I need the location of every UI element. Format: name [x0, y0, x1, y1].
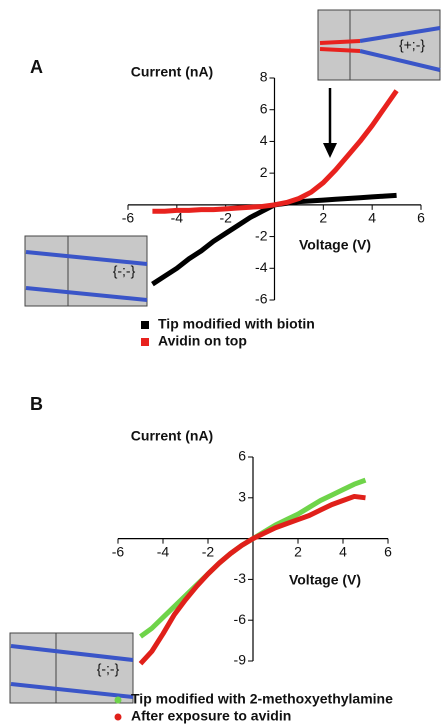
y-tick-label: 3 [238, 489, 246, 505]
legend-label: Tip modified with biotin [158, 316, 315, 332]
inset-box [317, 9, 441, 81]
x-tick-label: 2 [319, 210, 327, 226]
x-tick-label: -2 [202, 543, 215, 559]
x-tick-label: 4 [339, 543, 347, 559]
inset-label: {-;-} [113, 263, 136, 279]
x-axis-label: Voltage (V) [289, 572, 361, 588]
legend-marker [114, 696, 122, 704]
inset-wire [359, 49, 441, 72]
x-tick-label: -4 [157, 543, 170, 559]
legend-marker [141, 338, 149, 346]
x-tick-label: -4 [171, 210, 184, 226]
x-tick-label: -6 [112, 543, 125, 559]
legend-label: Tip modified with 2-methoxyethylamine [131, 691, 393, 707]
inset-wire [25, 286, 148, 302]
inset-plus-minus: {+;-} [317, 9, 441, 81]
arrow-head [323, 143, 337, 158]
y-axis-label: Current (nA) [131, 64, 213, 80]
inset-minus-minus: {-;-} [9, 632, 134, 704]
panel-label: B [30, 394, 43, 414]
y-tick-label: -2 [255, 227, 268, 243]
y-tick-label: -6 [234, 611, 247, 627]
inset-wire [319, 39, 361, 45]
data-line [152, 89, 399, 214]
legend-label: Avidin on top [158, 333, 247, 349]
legend-marker [141, 321, 149, 329]
x-axis-label: Voltage (V) [299, 237, 371, 253]
x-tick-label: 2 [294, 543, 302, 559]
inset-wire [359, 26, 441, 43]
inset-wire [319, 47, 361, 53]
y-tick-label: -3 [234, 570, 247, 586]
inset-label: {+;-} [399, 37, 425, 53]
inset-minus-minus: {-;-} [24, 235, 148, 307]
x-tick-label: -2 [219, 210, 232, 226]
arrow [323, 88, 337, 158]
x-tick-label: -6 [122, 210, 135, 226]
inset-wire [10, 682, 134, 699]
y-tick-label: 2 [260, 164, 268, 180]
panel-label: A [30, 57, 43, 77]
inset-wire [10, 644, 134, 662]
inset-wire [25, 250, 148, 266]
x-tick-label: 4 [368, 210, 376, 226]
x-tick-label: 6 [417, 210, 425, 226]
y-axis-label: Current (nA) [131, 428, 213, 444]
y-tick-label: 8 [260, 69, 268, 85]
y-tick-label: 6 [238, 448, 246, 464]
inset-label: {-;-} [97, 661, 120, 677]
x-tick-label: 6 [384, 543, 392, 559]
y-tick-label: 4 [260, 132, 268, 148]
y-tick-label: -6 [255, 291, 268, 307]
legend-label: After exposure to avidin [131, 708, 291, 724]
legend-marker [114, 713, 122, 721]
y-tick-label: -4 [255, 259, 268, 275]
data-line [138, 493, 366, 666]
y-tick-label: 6 [260, 100, 268, 116]
y-tick-label: -9 [234, 652, 247, 668]
